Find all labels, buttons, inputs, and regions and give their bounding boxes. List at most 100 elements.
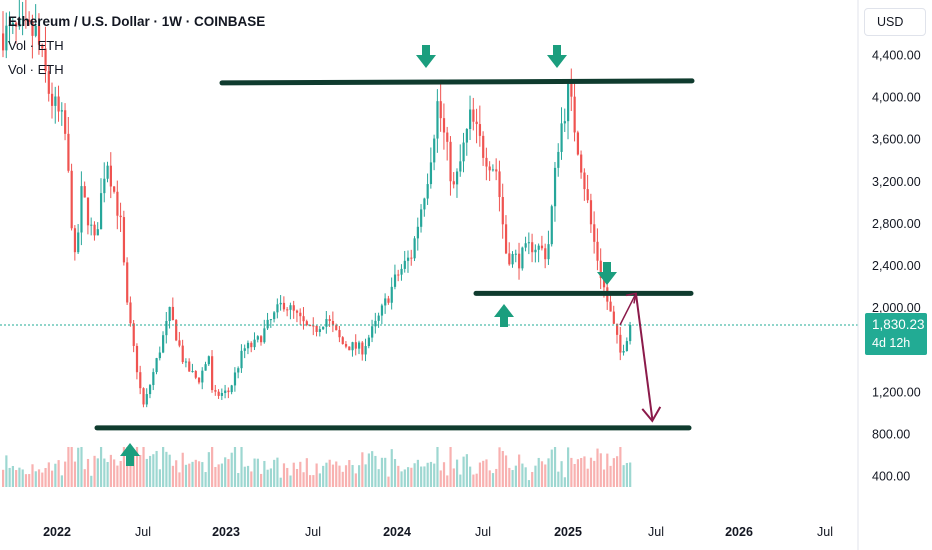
candle — [547, 244, 550, 260]
candle — [168, 306, 171, 321]
candle — [318, 329, 322, 332]
candle — [80, 186, 83, 233]
volume-bar — [18, 467, 21, 487]
candlesticks — [2, 0, 632, 408]
candle — [518, 253, 521, 269]
candle — [364, 346, 367, 355]
candle — [553, 167, 557, 207]
candle — [344, 344, 348, 347]
volume-bar — [367, 453, 370, 487]
volume-bar — [230, 452, 233, 487]
candle — [475, 121, 478, 125]
volume-bar — [194, 459, 197, 487]
volume-bar — [426, 462, 429, 487]
candle — [191, 371, 194, 373]
volume-bar — [472, 474, 475, 487]
volume-bar — [93, 455, 96, 487]
volume-bar — [273, 459, 276, 487]
volume-bar — [436, 447, 439, 487]
candle — [246, 342, 250, 349]
candle — [31, 22, 34, 36]
candle — [286, 309, 289, 311]
candle — [455, 171, 459, 185]
volume-bar — [508, 467, 511, 487]
volume-bar — [563, 477, 566, 487]
candle — [534, 249, 537, 253]
time-tick-label: 2022 — [43, 525, 71, 539]
candle — [433, 138, 436, 163]
volume-bar — [325, 462, 328, 487]
candle — [119, 215, 122, 218]
candle — [609, 301, 612, 312]
volume-bar — [129, 449, 132, 487]
candle — [90, 224, 93, 226]
candle — [322, 326, 325, 330]
volume-bar — [90, 475, 93, 487]
volume-bar — [495, 468, 498, 487]
volume-bar — [197, 461, 201, 487]
volume-bar — [524, 467, 527, 487]
candle — [511, 254, 514, 265]
candle — [116, 191, 119, 216]
volume-bar — [586, 468, 589, 487]
projection-arrow-head — [641, 406, 662, 423]
projection-arrow — [634, 293, 654, 420]
candle — [295, 310, 299, 313]
candle — [377, 315, 380, 321]
candle — [57, 96, 60, 112]
volume-bar — [413, 463, 416, 487]
candle — [230, 385, 233, 393]
projection-up-arrow-head — [625, 292, 637, 304]
candle — [158, 352, 161, 359]
volume-bar — [96, 458, 99, 487]
candle — [155, 358, 158, 373]
candle — [446, 132, 449, 142]
candle — [188, 361, 191, 372]
volume-bar — [318, 473, 322, 487]
candle — [469, 109, 472, 129]
price-tick-label: 4,000.00 — [872, 91, 921, 105]
volume-bar — [279, 477, 282, 487]
volume-bar — [207, 452, 210, 487]
volume-bar — [246, 465, 250, 487]
candle — [380, 305, 384, 316]
candle — [524, 243, 527, 248]
candle — [354, 342, 357, 349]
candle — [217, 391, 220, 396]
candle — [220, 393, 224, 396]
volume-bar — [491, 473, 495, 487]
annotations — [94, 45, 695, 466]
time-axis[interactable]: 2022 Jul 2023 Jul 2024 Jul 2025 Jul 2026 Jul — [43, 525, 833, 539]
candle — [279, 302, 282, 305]
candle — [302, 316, 305, 322]
volume-bar — [8, 467, 11, 487]
volume-bar — [266, 469, 269, 487]
volume-bar — [302, 472, 305, 487]
candle — [599, 260, 602, 278]
volume-bar — [377, 469, 380, 487]
candle — [266, 319, 269, 329]
volume-bar — [103, 458, 106, 487]
candle — [171, 306, 175, 321]
candle — [410, 257, 413, 259]
volume-bar — [165, 451, 168, 487]
volume-bar — [204, 472, 207, 487]
volume-bar — [380, 457, 384, 487]
candle — [504, 224, 508, 254]
volume-bars — [2, 447, 632, 487]
currency-button[interactable]: USD — [864, 8, 926, 36]
volume-bar — [433, 463, 436, 487]
candle — [619, 334, 622, 353]
volume-bar — [361, 452, 364, 487]
candle — [60, 110, 63, 112]
candle — [328, 319, 331, 321]
candle — [132, 323, 135, 346]
price-axis[interactable]: 4,400.00 4,000.00 3,600.00 3,200.00 2,800.00… — [857, 0, 921, 550]
candle — [560, 123, 563, 152]
volume-bar — [357, 465, 361, 487]
volume-bar — [113, 459, 116, 487]
price-tick-label: 4,400.00 — [872, 49, 921, 63]
candle — [335, 325, 338, 331]
volume-bar — [351, 465, 354, 487]
